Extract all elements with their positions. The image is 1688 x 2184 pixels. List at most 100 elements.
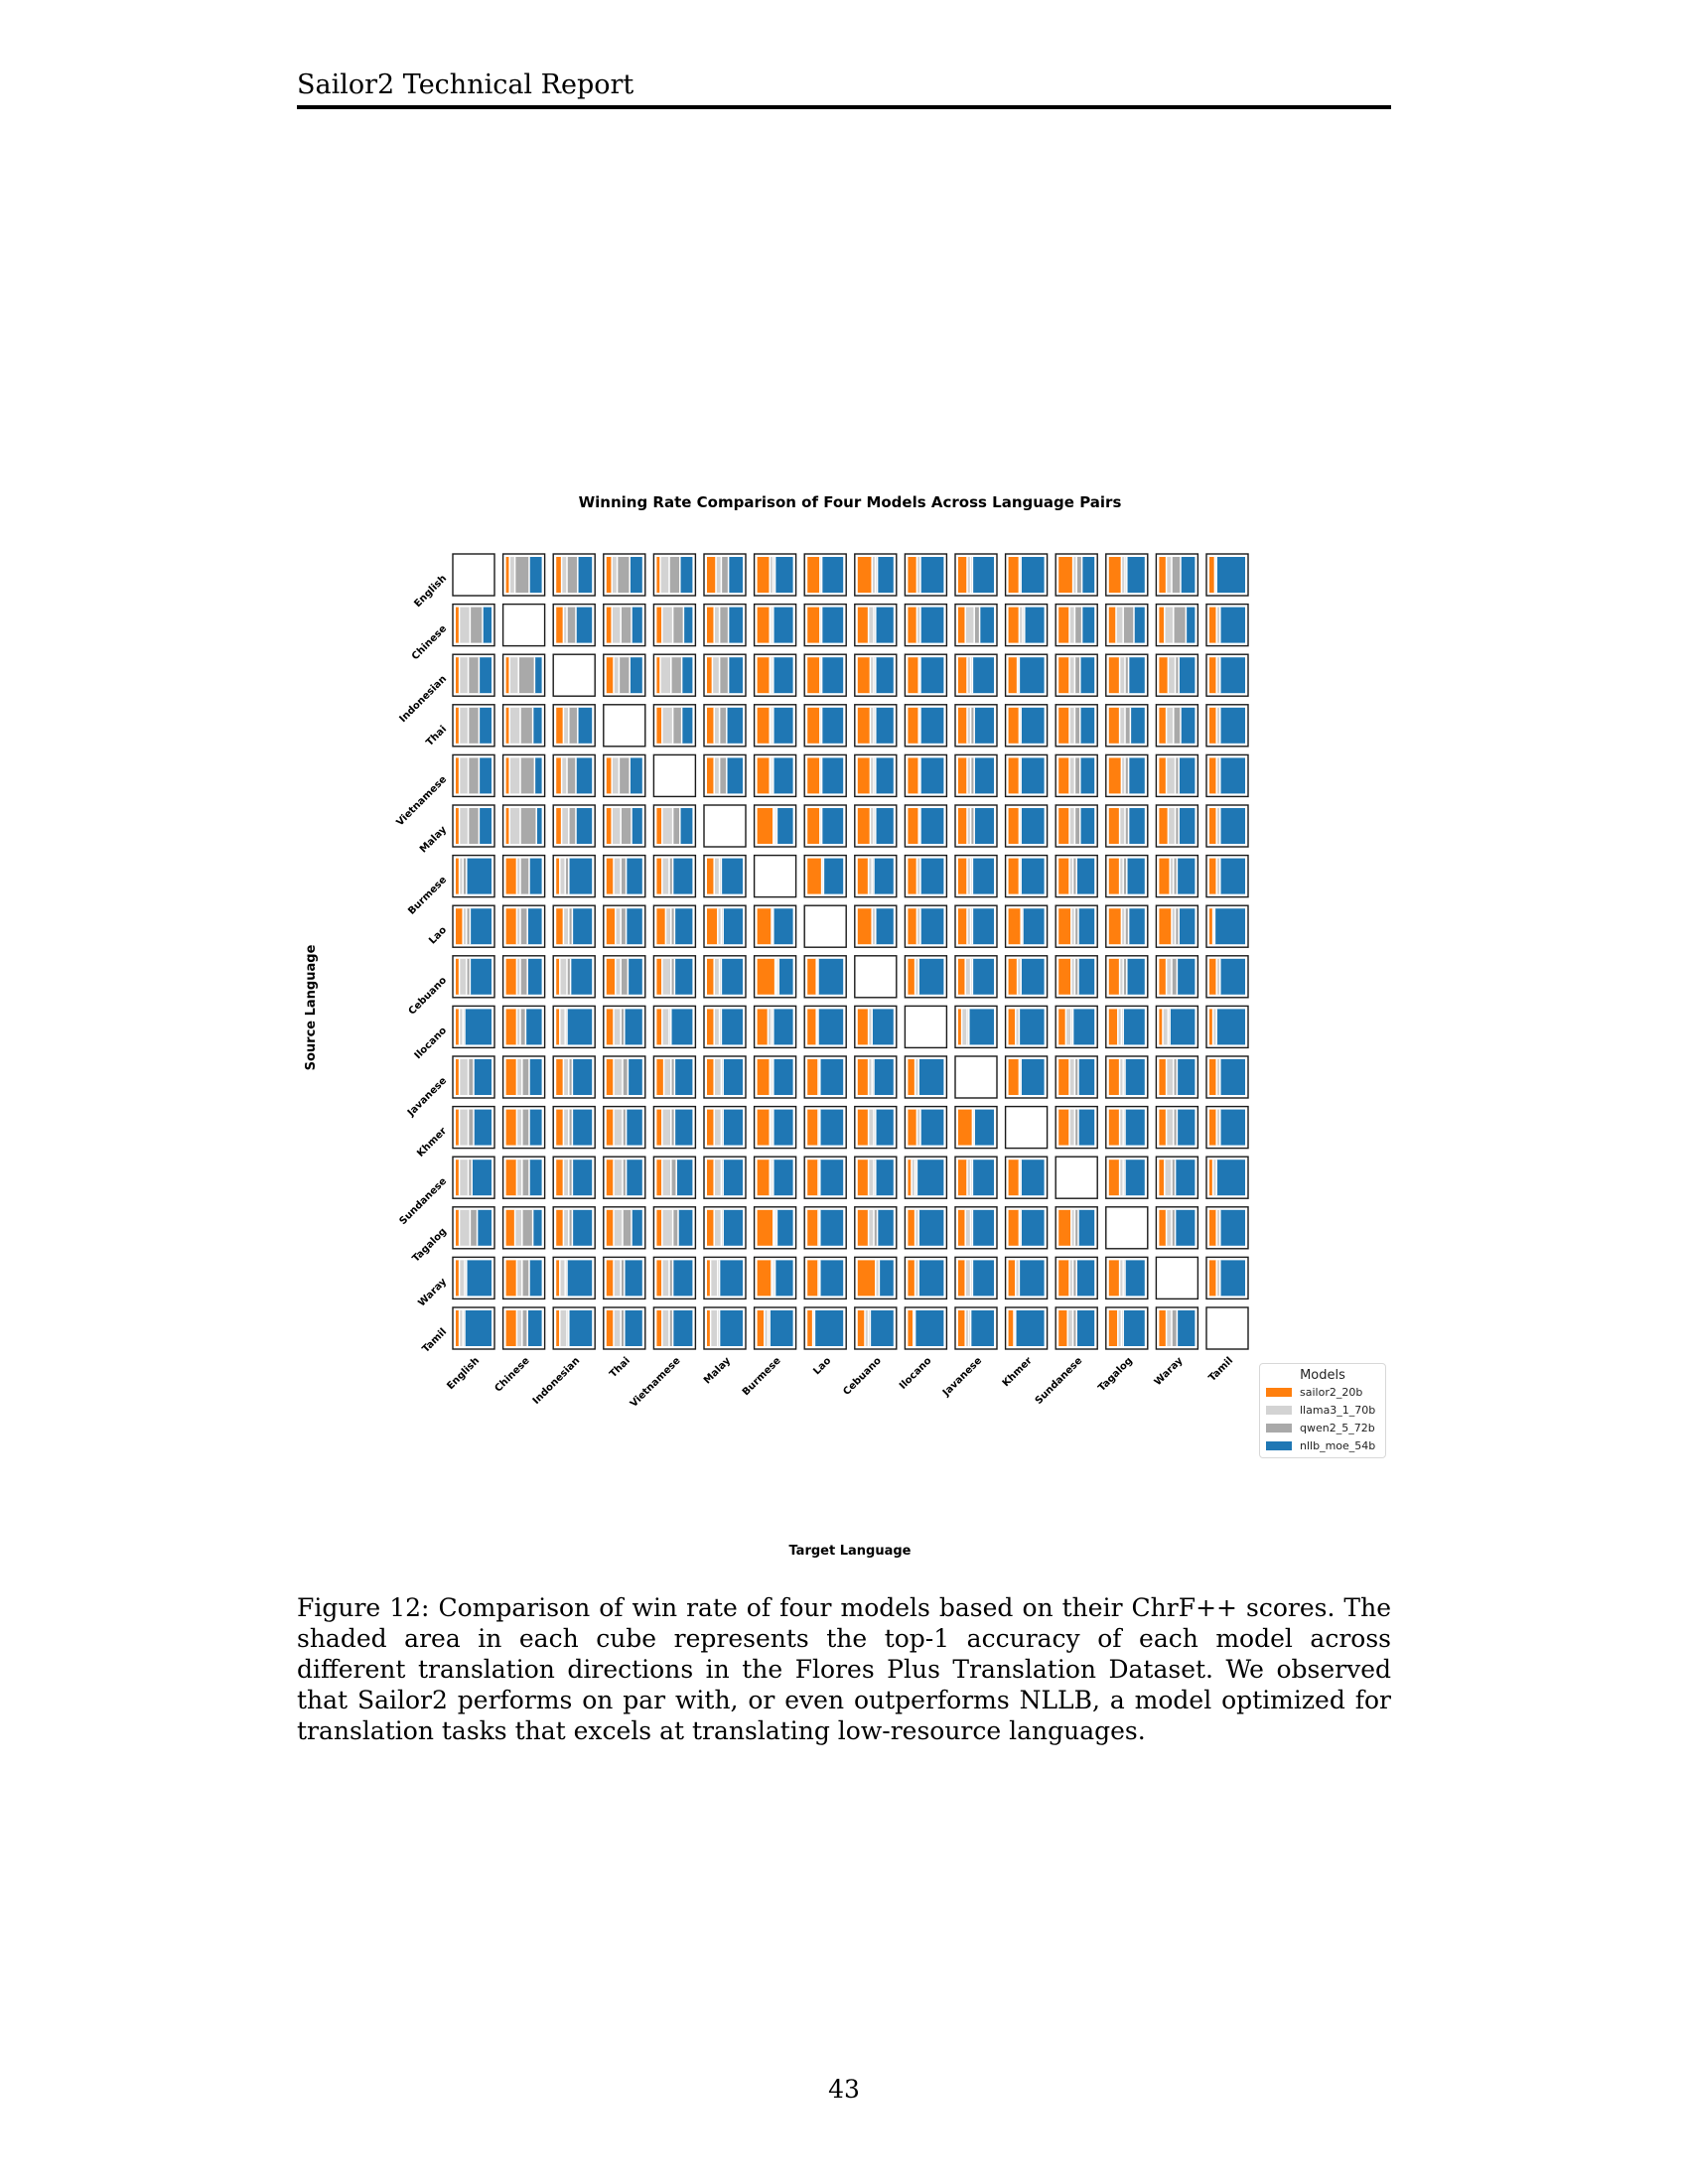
cell-english-to-sundanese bbox=[1055, 553, 1098, 597]
cell-burmese-to-waray bbox=[1155, 854, 1199, 898]
bar-segment-llama3_1_70b bbox=[916, 557, 920, 593]
bar-segment-nllb_moe_54b bbox=[726, 757, 743, 794]
bar-segment-qwen2_5_72b bbox=[970, 1260, 973, 1297]
bar-segment-llama3_1_70b bbox=[1216, 707, 1220, 744]
bar-segment-sailor2_20b bbox=[857, 908, 873, 945]
bar-segment-nllb_moe_54b bbox=[1219, 1260, 1245, 1297]
bar-segment-sailor2_20b bbox=[958, 808, 967, 844]
bar-segment-sailor2_20b bbox=[958, 657, 967, 694]
bar-segment-sailor2_20b bbox=[1058, 657, 1069, 694]
cell-indonesian-to-indonesian bbox=[552, 653, 596, 697]
bar-segment-sailor2_20b bbox=[505, 1310, 517, 1346]
bar-segment-nllb_moe_54b bbox=[567, 1009, 593, 1045]
bar-segment-llama3_1_70b bbox=[764, 1310, 769, 1346]
bar-segment-llama3_1_70b bbox=[770, 657, 772, 694]
bar-segment-nllb_moe_54b bbox=[819, 1260, 844, 1297]
bar-segment-sailor2_20b bbox=[857, 657, 871, 694]
bar-segment-sailor2_20b bbox=[1058, 757, 1069, 794]
bar-segment-llama3_1_70b bbox=[1119, 1109, 1124, 1146]
bar-segment-sailor2_20b bbox=[1108, 607, 1116, 643]
bar-segment-nllb_moe_54b bbox=[1219, 757, 1245, 794]
bar-segment-nllb_moe_54b bbox=[683, 607, 693, 643]
bar-segment-qwen2_5_72b bbox=[463, 858, 467, 894]
bar-segment-nllb_moe_54b bbox=[819, 1109, 844, 1146]
bar-segment-llama3_1_70b bbox=[916, 607, 920, 643]
cell-tamil-to-vietnamese bbox=[652, 1306, 697, 1350]
bar-segment-llama3_1_70b bbox=[459, 1160, 469, 1196]
bar-segment-qwen2_5_72b bbox=[721, 557, 729, 593]
bar-segment-nllb_moe_54b bbox=[632, 1209, 642, 1246]
bar-segment-nllb_moe_54b bbox=[874, 858, 894, 894]
cell-tagalog-to-ilocano bbox=[904, 1206, 948, 1250]
bar-segment-nllb_moe_54b bbox=[1019, 657, 1045, 694]
bar-segment-qwen2_5_72b bbox=[521, 1260, 529, 1297]
bar-segment-nllb_moe_54b bbox=[1072, 1009, 1095, 1045]
bar-segment-nllb_moe_54b bbox=[632, 808, 642, 844]
cell-tagalog-to-cebuano bbox=[854, 1206, 898, 1250]
bar-segment-sailor2_20b bbox=[456, 607, 460, 643]
bar-segment-nllb_moe_54b bbox=[572, 1109, 593, 1146]
cell-tagalog-to-waray bbox=[1155, 1206, 1199, 1250]
bar-segment-sailor2_20b bbox=[556, 908, 564, 945]
bar-segment-sailor2_20b bbox=[456, 1260, 460, 1297]
bar-segment-nllb_moe_54b bbox=[877, 557, 894, 593]
bar-segment-sailor2_20b bbox=[1209, 707, 1217, 744]
bar-segment-qwen2_5_72b bbox=[719, 707, 727, 744]
cell-lao-to-cebuano bbox=[854, 904, 898, 948]
cell-thai-to-khmer bbox=[1004, 704, 1049, 748]
bar-segment-sailor2_20b bbox=[505, 1260, 517, 1297]
bar-segment-llama3_1_70b bbox=[1119, 1260, 1124, 1297]
bar-segment-nllb_moe_54b bbox=[577, 707, 593, 744]
bar-segment-qwen2_5_72b bbox=[468, 1160, 473, 1196]
cell-thai-to-lao bbox=[803, 704, 847, 748]
bar-segment-sailor2_20b bbox=[857, 1260, 876, 1297]
cell-indonesian-to-malay bbox=[703, 653, 747, 697]
cell-border bbox=[803, 904, 847, 948]
bar-segment-llama3_1_70b bbox=[1070, 908, 1075, 945]
cell-lao-to-waray bbox=[1155, 904, 1199, 948]
bar-segment-sailor2_20b bbox=[807, 657, 820, 694]
bar-segment-qwen2_5_72b bbox=[470, 1209, 478, 1246]
bar-segment-qwen2_5_72b bbox=[520, 908, 528, 945]
bar-segment-nllb_moe_54b bbox=[773, 657, 793, 694]
cell-thai-to-vietnamese bbox=[652, 704, 697, 748]
bar-segment-sailor2_20b bbox=[1008, 1009, 1016, 1045]
bar-segment-llama3_1_70b bbox=[665, 908, 671, 945]
bar-segment-nllb_moe_54b bbox=[1179, 808, 1196, 844]
cell-cebuano-to-khmer bbox=[1004, 955, 1049, 999]
bar-segment-qwen2_5_72b bbox=[623, 1209, 632, 1246]
bar-segment-nllb_moe_54b bbox=[728, 607, 743, 643]
cell-vietnamese-to-english bbox=[452, 753, 495, 798]
bar-segment-nllb_moe_54b bbox=[728, 557, 743, 593]
bar-segment-sailor2_20b bbox=[1008, 707, 1020, 744]
bar-segment-llama3_1_70b bbox=[614, 657, 620, 694]
bar-segment-llama3_1_70b bbox=[1166, 557, 1172, 593]
row-label-vietnamese: Vietnamese bbox=[394, 774, 449, 829]
bar-segment-sailor2_20b bbox=[707, 958, 715, 995]
bar-segment-llama3_1_70b bbox=[509, 657, 519, 694]
bar-segment-nllb_moe_54b bbox=[532, 1209, 542, 1246]
bar-segment-nllb_moe_54b bbox=[1076, 1310, 1095, 1346]
bar-segment-nllb_moe_54b bbox=[773, 1109, 793, 1146]
bar-segment-llama3_1_70b bbox=[918, 657, 920, 694]
cell-cebuano-to-tamil bbox=[1205, 955, 1249, 999]
bar-segment-llama3_1_70b bbox=[812, 1310, 815, 1346]
bar-segment-qwen2_5_72b bbox=[567, 1310, 569, 1346]
bar-segment-sailor2_20b bbox=[908, 1310, 914, 1346]
bar-segment-nllb_moe_54b bbox=[630, 757, 642, 794]
bar-segment-sailor2_20b bbox=[656, 1109, 662, 1146]
col-label-thai: Thai bbox=[608, 1355, 633, 1380]
bar-segment-sailor2_20b bbox=[656, 1310, 662, 1346]
bar-segment-qwen2_5_72b bbox=[568, 1109, 573, 1146]
bar-segment-llama3_1_70b bbox=[770, 1059, 772, 1095]
bar-segment-qwen2_5_72b bbox=[874, 707, 876, 744]
bar-segment-qwen2_5_72b bbox=[1172, 1160, 1176, 1196]
bar-segment-nllb_moe_54b bbox=[870, 1310, 894, 1346]
col-label-malay: Malay bbox=[702, 1355, 734, 1387]
bar-segment-nllb_moe_54b bbox=[914, 1310, 944, 1346]
bar-segment-nllb_moe_54b bbox=[1134, 607, 1145, 643]
cell-malay-to-khmer bbox=[1004, 804, 1049, 848]
bar-segment-llama3_1_70b bbox=[1166, 757, 1176, 794]
bar-segment-nllb_moe_54b bbox=[472, 1160, 492, 1196]
bar-segment-qwen2_5_72b bbox=[719, 858, 722, 894]
